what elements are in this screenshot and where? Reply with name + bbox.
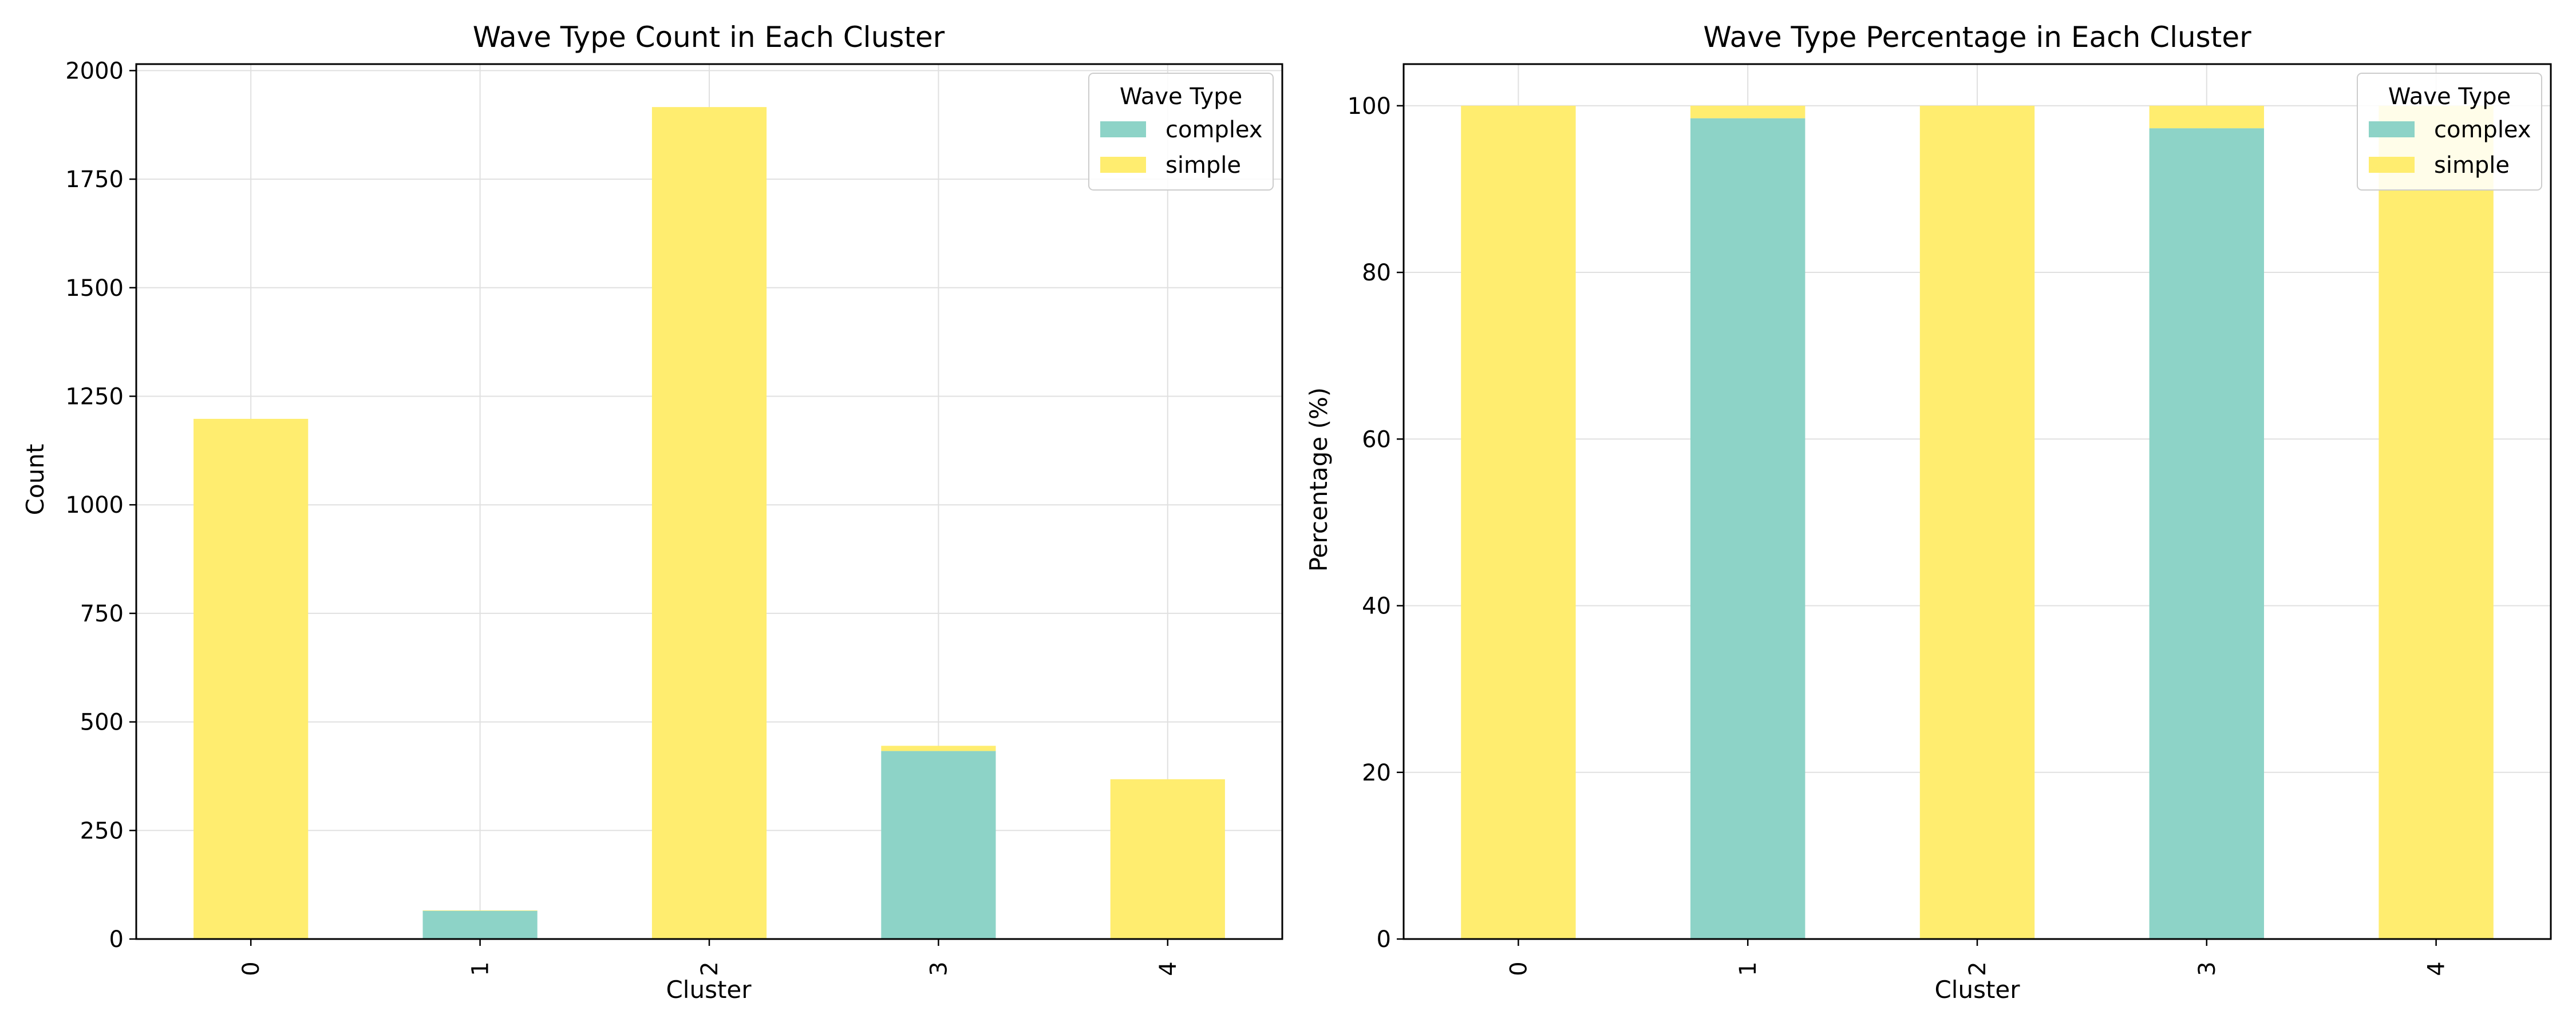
y-tick-label: 0 — [109, 926, 124, 953]
y-tick-label: 2000 — [65, 58, 124, 84]
y-tick-label: 500 — [80, 710, 124, 736]
x-tick-label: 3 — [926, 961, 952, 976]
y-tick-label: 80 — [1362, 260, 1391, 286]
legend-swatch-complex — [2369, 121, 2415, 137]
bar-complex-cluster-1 — [1690, 118, 1805, 940]
bar-simple-cluster-0 — [193, 418, 309, 939]
y-tick-label: 1000 — [65, 492, 124, 518]
bar-simple-cluster-1 — [1690, 105, 1805, 118]
legend-label-simple: simple — [2434, 152, 2510, 179]
bar-complex-cluster-3 — [2149, 128, 2264, 939]
bar-simple-cluster-4 — [2379, 105, 2494, 939]
legend-swatch-complex — [1100, 121, 1146, 137]
x-tick-label: 2 — [1965, 961, 1991, 976]
x-tick-label: 4 — [1155, 961, 1182, 976]
bar-simple-cluster-3 — [2149, 105, 2264, 129]
legend-title: Wave Type — [2388, 84, 2511, 110]
count-chart: Wave Type Count in Each Cluster Cluster … — [21, 21, 1283, 1004]
x-tick-label: 1 — [468, 961, 494, 976]
x-tick-label: 3 — [2194, 961, 2221, 976]
legend-label-simple: simple — [1165, 152, 1241, 179]
bar-complex-cluster-3 — [881, 751, 996, 939]
percentage-chart: Wave Type Percentage in Each Cluster Clu… — [1305, 21, 2552, 1004]
x-axis-label: Cluster — [1934, 976, 2020, 1004]
legend-label-complex: complex — [1165, 117, 1263, 143]
bar-simple-cluster-0 — [1461, 105, 1576, 939]
count-plot-area: 0 250 500 750 1000 1250 1500 1750 2000 0 1 2 3 4 Wave … — [65, 58, 1283, 976]
bar-simple-cluster-3 — [881, 746, 996, 751]
bar-simple-cluster-1 — [422, 910, 538, 911]
bar-complex-cluster-1 — [422, 910, 538, 939]
axes-frame — [1402, 63, 2552, 940]
legend-swatch-simple — [2369, 157, 2415, 173]
y-axis-label: Percentage (%) — [1305, 387, 1333, 572]
y-axis-label: Count — [21, 444, 49, 516]
bar-simple-cluster-2 — [651, 107, 767, 940]
legend-swatch-simple — [1100, 157, 1146, 173]
legend-title: Wave Type — [1120, 84, 1242, 110]
y-tick-label: 100 — [1348, 93, 1391, 120]
x-tick-label: 1 — [1735, 961, 1761, 976]
y-tick-label: 1500 — [65, 275, 124, 302]
y-tick-label: 60 — [1362, 426, 1391, 453]
y-tick-label: 20 — [1362, 760, 1391, 786]
x-tick-label: 0 — [1506, 961, 1532, 976]
y-tick-label: 1250 — [65, 383, 124, 410]
bar-simple-cluster-2 — [1919, 105, 2035, 939]
chart-title: Wave Type Percentage in Each Cluster — [1703, 21, 2251, 54]
y-tick-label: 750 — [80, 601, 124, 627]
y-tick-label: 250 — [80, 818, 124, 844]
x-tick-label: 4 — [2424, 961, 2450, 976]
y-tick-label: 1750 — [65, 167, 124, 193]
x-tick-label: 2 — [697, 961, 723, 976]
x-tick-label: 0 — [238, 961, 264, 976]
x-axis-label: Cluster — [666, 976, 752, 1004]
chart-title: Wave Type Count in Each Cluster — [473, 21, 945, 54]
percentage-plot-area: 0 20 40 60 80 100 0 1 2 3 4 Wave Type complex simple — [1348, 63, 2552, 976]
legend-label-complex: complex — [2434, 117, 2531, 143]
y-tick-label: 40 — [1362, 593, 1391, 620]
axes-frame — [135, 63, 1283, 940]
bar-simple-cluster-4 — [1110, 779, 1225, 939]
y-tick-label: 0 — [1377, 926, 1391, 953]
